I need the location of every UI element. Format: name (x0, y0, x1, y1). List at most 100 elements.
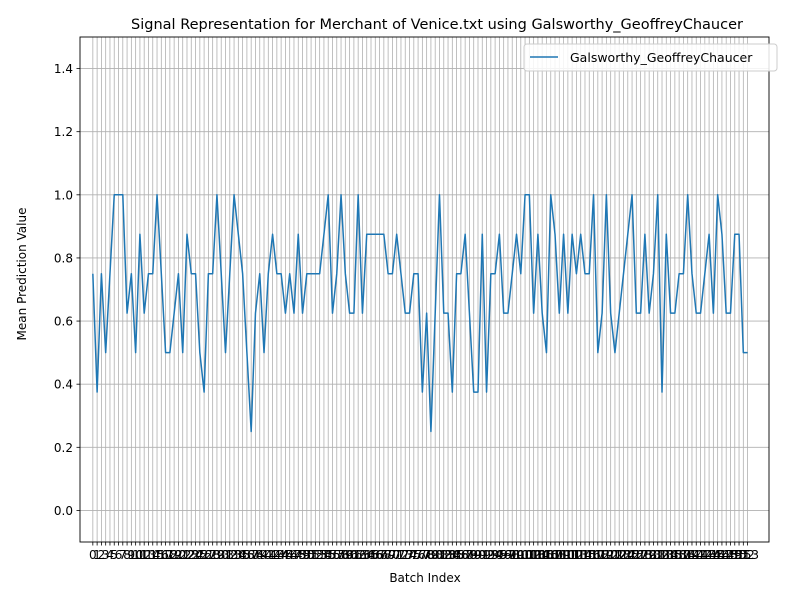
y-tick-label: 1.2 (54, 125, 73, 139)
x-tick-label: 101 (514, 548, 537, 562)
x-tick-label: 94 (487, 548, 502, 562)
x-tick-label: 69 (380, 548, 395, 562)
x-tick-label: 55 (321, 548, 336, 562)
y-tick-label: 1.4 (54, 62, 73, 76)
x-tick-label: 40 (256, 548, 271, 562)
x-axis-label: Batch Index (389, 571, 460, 585)
x-tick-label: 122 (603, 548, 626, 562)
x-tick-label: 16 (154, 548, 169, 562)
x-tick-label: 70 (385, 548, 400, 562)
x-tick-label: 132 (646, 548, 669, 562)
x-tick-label: 59 (338, 548, 353, 562)
x-tick-label: 104 (526, 548, 549, 562)
x-tick-label: 10 (128, 548, 143, 562)
x-tick-label: 127 (625, 548, 648, 562)
x-tick-label: 118 (586, 548, 609, 562)
x-tick-label: 45 (278, 548, 293, 562)
x-tick-label: 75 (406, 548, 421, 562)
x-tick-label: 117 (582, 548, 605, 562)
legend: Galsworthy_GeoffreyChaucer (523, 43, 778, 72)
x-tick-label: 14 (145, 548, 160, 562)
y-axis-ticks: 0.0 0.2 0.4 0.6 0.8 1.0 1.2 1.4 (54, 62, 80, 518)
x-tick-label: 91 (475, 548, 490, 562)
x-tick-label: 96 (496, 548, 511, 562)
x-tick-label: 37 (244, 548, 259, 562)
x-tick-label: 25 (192, 548, 207, 562)
x-tick-label: 129 (633, 548, 656, 562)
x-tick-label: 84 (445, 548, 460, 562)
x-tick-label: 12 (137, 548, 152, 562)
y-tick-label: 0.4 (54, 378, 73, 392)
x-tick-label: 6 (115, 548, 123, 562)
x-tick-label: 13 (141, 548, 156, 562)
x-tick-label: 0 (89, 548, 97, 562)
x-tick-label: 115 (574, 548, 597, 562)
x-tick-label: 116 (578, 548, 601, 562)
x-tick-label: 150 (723, 548, 746, 562)
x-tick-label: 49 (295, 548, 310, 562)
x-tick-label: 27 (201, 548, 216, 562)
x-tick-label: 61 (346, 548, 361, 562)
x-tick-label: 145 (702, 548, 725, 562)
x-tick-label: 43 (269, 548, 284, 562)
x-tick-label: 99 (509, 548, 524, 562)
x-tick-label: 71 (389, 548, 404, 562)
x-axis-ticks: 0123456789101112131415161718192021222324… (89, 542, 759, 562)
x-tick-label: 9 (128, 548, 136, 562)
legend-box (523, 43, 778, 72)
x-tick-label: 48 (291, 548, 306, 562)
x-tick-label: 144 (698, 548, 721, 562)
x-tick-label: 35 (235, 548, 250, 562)
x-tick-label: 15 (149, 548, 164, 562)
x-tick-label: 38 (248, 548, 263, 562)
x-tick-label: 79 (423, 548, 438, 562)
x-tick-label: 5 (110, 548, 118, 562)
x-tick-label: 114 (569, 548, 592, 562)
x-tick-label: 138 (672, 548, 695, 562)
x-tick-label: 39 (252, 548, 267, 562)
x-tick-label: 52 (308, 548, 323, 562)
x-tick-label: 141 (685, 548, 708, 562)
x-tick-label: 17 (158, 548, 173, 562)
x-tick-label: 46 (282, 548, 297, 562)
x-tick-label: 126 (621, 548, 644, 562)
x-tick-label: 80 (428, 548, 443, 562)
x-tick-label: 73 (398, 548, 413, 562)
x-tick-label: 133 (651, 548, 674, 562)
y-tick-label: 0.8 (54, 251, 73, 265)
x-tick-label: 78 (419, 548, 434, 562)
x-tick-label: 23 (184, 548, 199, 562)
x-tick-label: 74 (402, 548, 417, 562)
x-tick-label: 86 (453, 548, 468, 562)
x-tick-label: 146 (706, 548, 729, 562)
x-tick-label: 121 (599, 548, 622, 562)
x-tick-label: 77 (415, 548, 430, 562)
x-tick-label: 147 (710, 548, 733, 562)
vertical-gridlines (92, 37, 749, 542)
x-tick-label: 47 (286, 548, 301, 562)
x-tick-label: 131 (642, 548, 665, 562)
x-tick-label: 29 (209, 548, 224, 562)
x-tick-label: 81 (432, 548, 447, 562)
x-tick-label: 51 (303, 548, 318, 562)
x-tick-label: 143 (693, 548, 716, 562)
x-tick-label: 137 (668, 548, 691, 562)
x-tick-label: 21 (175, 548, 190, 562)
x-tick-label: 106 (535, 548, 558, 562)
x-tick-label: 88 (462, 548, 477, 562)
x-tick-label: 19 (167, 548, 182, 562)
x-tick-label: 151 (728, 548, 751, 562)
x-tick-label: 67 (372, 548, 387, 562)
x-tick-label: 60 (342, 548, 357, 562)
x-tick-label: 139 (676, 548, 699, 562)
x-tick-label: 76 (410, 548, 425, 562)
x-tick-label: 28 (205, 548, 220, 562)
x-tick-label: 36 (239, 548, 254, 562)
x-tick-label: 153 (736, 548, 759, 562)
x-tick-label: 100 (509, 548, 532, 562)
x-tick-label: 56 (325, 548, 340, 562)
x-tick-label: 87 (458, 548, 473, 562)
x-tick-label: 95 (492, 548, 507, 562)
x-tick-label: 1 (93, 548, 101, 562)
x-tick-label: 97 (500, 548, 515, 562)
